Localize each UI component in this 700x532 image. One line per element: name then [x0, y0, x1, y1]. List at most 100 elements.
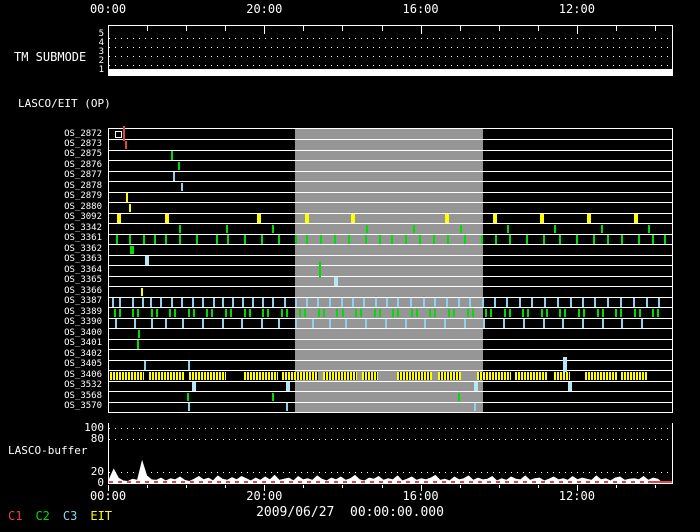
tm-submode-panel: [108, 25, 673, 76]
minor-hour-tick: [381, 485, 383, 488]
os-row-label: OS_3092: [64, 212, 102, 223]
event-tick: [252, 298, 254, 307]
event-tick: [113, 308, 116, 318]
minor-hour-tick: [498, 26, 500, 31]
event-tick: [473, 403, 476, 412]
event-band: [282, 371, 318, 381]
event-tick: [508, 308, 511, 318]
os-row-separator: [109, 349, 672, 350]
event-tick: [150, 308, 153, 318]
os-row-separator: [109, 171, 672, 172]
event-tick: [507, 224, 510, 234]
minor-hour-tick: [186, 26, 188, 31]
event-tick: [170, 151, 173, 160]
event-tick: [531, 298, 534, 307]
event-tick: [261, 319, 263, 328]
event-band: [322, 371, 357, 381]
event-tick: [601, 224, 604, 234]
event-tick: [165, 319, 168, 328]
event-tick: [634, 214, 639, 223]
event-tick: [586, 214, 591, 223]
os-row-separator: [109, 202, 672, 203]
lasco-eit-op-panel: [108, 76, 671, 128]
event-tick: [283, 298, 286, 307]
event-tick: [562, 319, 565, 328]
event-tick: [118, 308, 121, 318]
major-hour-tick: [420, 485, 422, 491]
event-tick: [452, 308, 455, 318]
event-tick: [463, 319, 466, 328]
event-tick: [243, 308, 246, 318]
time-axis-label: 16:00: [402, 489, 439, 503]
event-tick: [141, 298, 144, 307]
event-tick: [607, 298, 610, 307]
minor-hour-tick: [615, 26, 617, 31]
event-band: [362, 371, 379, 381]
buffer-gridline: [109, 471, 672, 473]
top-axis-line: [108, 25, 673, 26]
event-tick: [434, 308, 437, 318]
os-row-separator: [109, 339, 672, 340]
time-axis-label: 00:00: [89, 489, 127, 503]
event-tick: [277, 235, 280, 244]
event-tick: [129, 203, 132, 213]
event-tick: [446, 235, 449, 244]
event-tick: [397, 298, 400, 307]
start-square-marker: [115, 131, 122, 138]
os-row-label: OS_3389: [64, 306, 102, 317]
event-tick: [272, 392, 275, 401]
major-hour-tick: [576, 485, 578, 491]
event-band: [243, 371, 278, 381]
event-tick: [267, 308, 270, 318]
event-tick: [621, 319, 624, 328]
event-tick: [351, 214, 356, 223]
os-row-label: OS_3390: [64, 317, 102, 328]
event-tick: [621, 235, 624, 244]
tm-submode-value-bar: [109, 69, 672, 76]
event-tick: [318, 262, 321, 278]
event-tick: [334, 277, 339, 286]
event-band: [477, 371, 511, 381]
event-tick: [241, 319, 244, 328]
major-hour-tick: [420, 26, 422, 34]
os-row-label: OS_3366: [64, 285, 102, 296]
os-row-separator: [109, 150, 672, 151]
event-tick: [320, 235, 323, 244]
minor-hour-tick: [225, 485, 227, 488]
event-tick: [341, 308, 344, 318]
event-tick: [434, 298, 437, 307]
event-tick: [601, 319, 604, 328]
lasco-buffer-label: LASCO-buffer: [8, 444, 88, 457]
os-row-label: OS_2873: [64, 138, 102, 149]
event-band: [515, 371, 548, 381]
event-tick: [559, 308, 562, 318]
event-tick: [485, 308, 488, 318]
event-tick: [131, 298, 134, 307]
event-tick: [328, 319, 331, 328]
event-tick: [143, 361, 146, 370]
event-tick: [365, 235, 368, 244]
event-tick: [559, 235, 562, 244]
os-row-separator: [109, 255, 672, 256]
os-row-label: OS_3362: [64, 243, 102, 254]
event-tick: [137, 340, 140, 349]
event-tick: [553, 224, 556, 234]
event-tick: [138, 329, 141, 339]
os-row-separator: [109, 139, 672, 140]
event-tick: [116, 214, 121, 223]
event-tick: [633, 308, 636, 318]
legend-item-c3: C3: [62, 509, 78, 523]
minor-hour-tick: [342, 26, 344, 31]
time-axis-label: 12:00: [558, 2, 595, 16]
event-band: [553, 371, 570, 381]
event-tick: [149, 298, 152, 307]
event-tick: [647, 224, 650, 234]
event-tick: [137, 308, 140, 318]
event-tick: [115, 235, 118, 244]
submode-ytick-label: 3: [98, 47, 104, 57]
os-row-label: OS_3570: [64, 401, 102, 412]
os-row-separator: [109, 381, 672, 382]
submode-gridline: [109, 65, 672, 66]
time-axis-label: 20:00: [246, 2, 283, 16]
os-row-label: OS_2876: [64, 159, 102, 170]
